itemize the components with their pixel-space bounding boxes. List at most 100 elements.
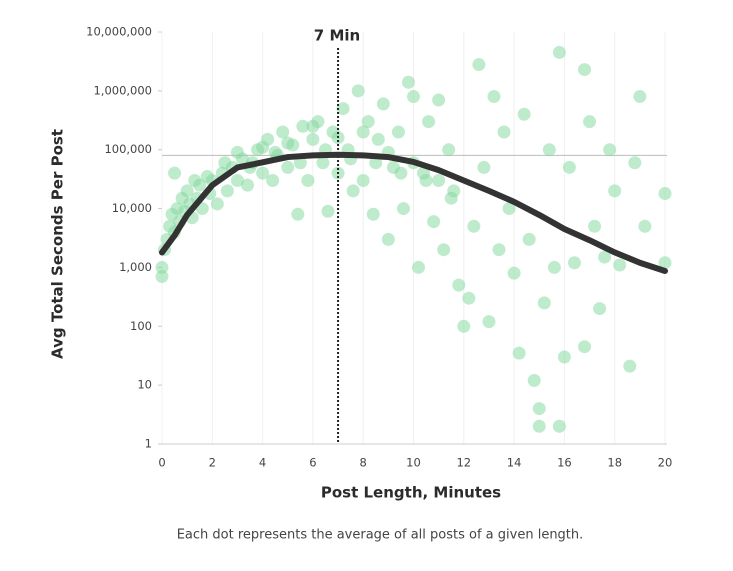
point xyxy=(437,243,451,257)
point xyxy=(369,156,383,170)
point xyxy=(394,166,408,180)
point xyxy=(321,204,335,218)
y-tick-label: 1,000,000 xyxy=(93,83,152,97)
point xyxy=(371,132,385,146)
point xyxy=(401,75,415,89)
y-axis-label: Avg Total Seconds Per Post xyxy=(49,129,67,359)
point xyxy=(472,58,486,72)
x-axis-label: Post Length, Minutes xyxy=(321,484,501,502)
point xyxy=(567,256,581,270)
point xyxy=(512,346,526,360)
point xyxy=(537,296,551,310)
point xyxy=(658,256,672,270)
point xyxy=(492,243,506,257)
point xyxy=(276,125,290,139)
point xyxy=(623,359,637,373)
point xyxy=(220,184,234,198)
point xyxy=(517,107,531,121)
point xyxy=(502,202,516,216)
point xyxy=(180,184,194,198)
point xyxy=(467,219,481,233)
point xyxy=(346,184,360,198)
point xyxy=(306,132,320,146)
point xyxy=(412,260,426,274)
x-tick-label: 4 xyxy=(259,456,266,470)
y-tick-label: 100,000 xyxy=(104,142,152,156)
point xyxy=(457,319,471,333)
y-tick-label: 10 xyxy=(137,378,152,392)
point xyxy=(356,125,370,139)
point xyxy=(419,173,433,187)
point xyxy=(628,156,642,170)
point xyxy=(301,173,315,187)
point xyxy=(168,166,182,180)
point xyxy=(241,178,255,192)
point xyxy=(444,191,458,205)
point xyxy=(432,93,446,107)
point xyxy=(391,125,405,139)
point xyxy=(281,160,295,174)
x-tick-label: 18 xyxy=(607,456,622,470)
point xyxy=(268,145,282,159)
caption: Each dot represents the average of all p… xyxy=(177,528,584,543)
point xyxy=(482,315,496,329)
point xyxy=(608,184,622,198)
point xyxy=(291,207,305,221)
point xyxy=(210,197,224,211)
point xyxy=(266,173,280,187)
point xyxy=(422,115,436,129)
point xyxy=(532,402,546,416)
point xyxy=(452,278,466,292)
x-tick-label: 0 xyxy=(158,456,165,470)
point xyxy=(256,140,270,154)
point xyxy=(462,291,476,305)
point xyxy=(296,119,310,133)
point xyxy=(396,202,410,216)
point xyxy=(316,156,330,170)
x-tick-label: 8 xyxy=(360,456,367,470)
point xyxy=(442,143,456,157)
x-tick-label: 10 xyxy=(406,456,421,470)
point xyxy=(532,419,546,433)
y-tick-label: 100 xyxy=(130,319,152,333)
point xyxy=(542,143,556,157)
point xyxy=(588,219,602,233)
point xyxy=(562,160,576,174)
x-tick-label: 2 xyxy=(209,456,216,470)
x-tick-label: 6 xyxy=(309,456,316,470)
point xyxy=(218,156,232,170)
point xyxy=(598,250,612,264)
point xyxy=(293,156,307,170)
point xyxy=(487,90,501,104)
point xyxy=(578,340,592,354)
point xyxy=(477,160,491,174)
x-tick-label: 20 xyxy=(658,456,673,470)
point xyxy=(547,260,561,274)
point xyxy=(256,166,270,180)
y-tick-label: 1,000 xyxy=(119,260,152,274)
point xyxy=(306,119,320,133)
point xyxy=(230,173,244,187)
point xyxy=(407,90,420,104)
point xyxy=(432,173,446,187)
x-tick-label: 16 xyxy=(557,456,572,470)
point xyxy=(193,178,207,192)
x-tick-label: 14 xyxy=(507,456,522,470)
point xyxy=(522,232,536,246)
fit-curve xyxy=(159,151,668,274)
point xyxy=(527,373,541,387)
point xyxy=(633,90,647,104)
point xyxy=(603,143,617,157)
y-tick-label: 10,000,000 xyxy=(86,25,152,39)
point xyxy=(613,258,627,272)
point xyxy=(366,207,380,221)
point xyxy=(155,260,169,274)
point xyxy=(557,350,571,364)
point xyxy=(552,45,566,59)
point xyxy=(427,215,441,229)
point xyxy=(638,219,652,233)
point xyxy=(281,136,295,150)
point xyxy=(552,419,566,433)
point xyxy=(230,145,244,159)
